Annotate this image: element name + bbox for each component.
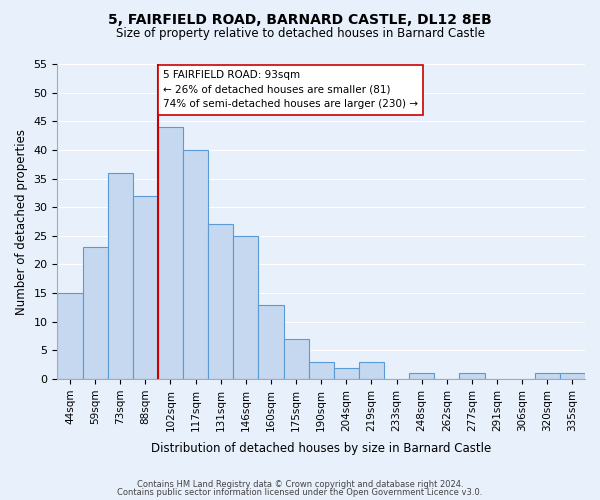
Text: Contains public sector information licensed under the Open Government Licence v3: Contains public sector information licen… [118, 488, 482, 497]
Bar [158, 127, 183, 379]
Bar [535, 374, 560, 379]
Bar [259, 304, 284, 379]
Bar [284, 339, 308, 379]
Bar [83, 248, 107, 379]
Bar [409, 374, 434, 379]
Bar [208, 224, 233, 379]
X-axis label: Distribution of detached houses by size in Barnard Castle: Distribution of detached houses by size … [151, 442, 491, 455]
Text: Size of property relative to detached houses in Barnard Castle: Size of property relative to detached ho… [115, 28, 485, 40]
Bar [359, 362, 384, 379]
Bar [133, 196, 158, 379]
Bar [233, 236, 259, 379]
Text: 5 FAIRFIELD ROAD: 93sqm
← 26% of detached houses are smaller (81)
74% of semi-de: 5 FAIRFIELD ROAD: 93sqm ← 26% of detache… [163, 70, 418, 110]
Text: Contains HM Land Registry data © Crown copyright and database right 2024.: Contains HM Land Registry data © Crown c… [137, 480, 463, 489]
Bar [560, 374, 585, 379]
Bar [308, 362, 334, 379]
Bar [460, 374, 485, 379]
Text: 5, FAIRFIELD ROAD, BARNARD CASTLE, DL12 8EB: 5, FAIRFIELD ROAD, BARNARD CASTLE, DL12 … [108, 12, 492, 26]
Bar [183, 150, 208, 379]
Bar [58, 293, 83, 379]
Y-axis label: Number of detached properties: Number of detached properties [15, 128, 28, 314]
Bar [107, 173, 133, 379]
Bar [334, 368, 359, 379]
